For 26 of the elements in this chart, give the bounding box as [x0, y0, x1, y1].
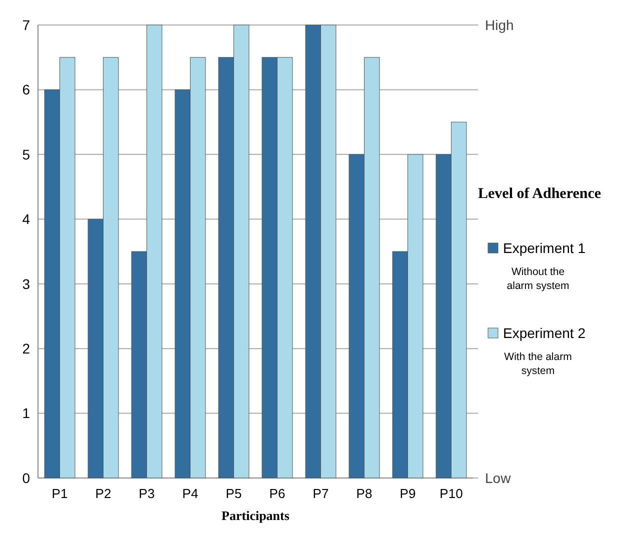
x-axis-title: Participants	[222, 508, 290, 523]
x-tick-label: P4	[182, 486, 198, 501]
legend-title: Level of Adherence	[478, 186, 602, 202]
y-tick-label: 5	[22, 146, 30, 162]
y-tick-label: 1	[22, 405, 30, 422]
x-tick-label: P9	[400, 486, 416, 501]
text: Without the alarm system	[506, 266, 570, 292]
x-tick-label: P1	[52, 486, 68, 501]
x-tick-label: P10	[440, 486, 463, 501]
x-tick-label: P7	[312, 486, 329, 501]
y-tick-label: 0	[22, 470, 30, 486]
y-tick-label: 4	[22, 211, 30, 228]
legend-label: Experiment 1	[503, 240, 586, 256]
x-tick-label: P2	[95, 486, 112, 501]
text: Low	[485, 470, 512, 486]
legend-label: Experiment 2	[503, 325, 586, 341]
x-tick-label: P8	[356, 486, 372, 501]
text: High	[485, 16, 514, 33]
y-tick-label: 6	[22, 82, 30, 98]
x-tick-label: P3	[138, 486, 155, 501]
x-tick-label: P5	[226, 486, 242, 501]
x-tick-label: P6	[269, 486, 286, 501]
y-tick-label: 3	[22, 276, 30, 292]
y-tick-label: 2	[22, 340, 30, 356]
text: With the alarm system	[504, 351, 572, 377]
y-tick-label: 7	[22, 16, 30, 33]
